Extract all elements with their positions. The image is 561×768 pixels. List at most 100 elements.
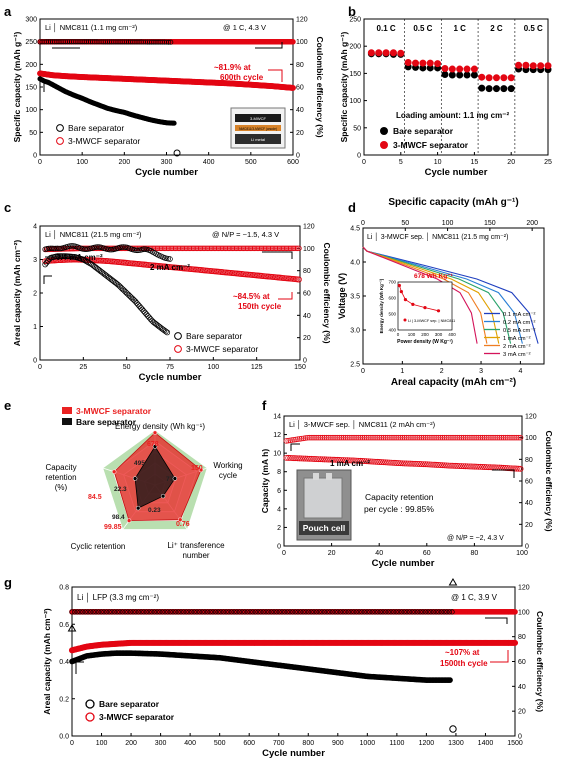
ce-point <box>308 434 314 441</box>
ce-point <box>289 245 295 252</box>
ce-point <box>394 434 400 441</box>
capacity-point <box>445 462 452 469</box>
ce-point <box>249 245 255 252</box>
ce-point <box>477 434 484 441</box>
radar-axis-label: Li⁺ transference <box>167 541 225 550</box>
radar-value: 98.4 <box>112 514 125 521</box>
ce-point <box>294 245 301 252</box>
ce-point <box>160 245 166 252</box>
legend-label: 3 mA cm⁻² <box>503 352 531 358</box>
ce-point <box>515 434 522 441</box>
legend-marker <box>174 332 182 340</box>
capacity-point <box>351 457 358 464</box>
radar-axis-label: Energy density (Wh kg⁻¹) <box>115 422 205 431</box>
capacity-point <box>478 73 486 81</box>
capacity-point <box>367 458 374 465</box>
condition: @ N/P = ~2, 4.3 V <box>447 535 504 542</box>
capacity-point <box>321 456 328 463</box>
rate-label: 1 mA cm⁻² <box>330 459 370 468</box>
ce-point <box>319 434 326 441</box>
y-tick-label: 0.6 <box>59 622 69 629</box>
x-tick-label: 300 <box>155 740 167 747</box>
capacity-point <box>86 260 93 266</box>
annotation: 150th cycle <box>238 302 282 311</box>
capacity-point <box>412 460 419 467</box>
y2-tick-label: 120 <box>296 17 308 24</box>
ce-point <box>235 245 241 252</box>
capacity-point <box>485 74 493 82</box>
rate-label: 0.5 C <box>413 24 432 33</box>
capacity-point <box>435 462 442 468</box>
capacity-point <box>419 59 427 67</box>
y2-tick-label: 40 <box>303 313 311 320</box>
capacity-point <box>511 465 518 472</box>
ce-point <box>156 245 162 252</box>
capacity-point <box>502 465 509 471</box>
capacity-point <box>382 459 389 466</box>
ce-point <box>285 437 292 444</box>
y-tick-label: 100 <box>25 107 37 114</box>
ce-point <box>260 245 266 252</box>
y2-tick-label: 80 <box>296 62 304 69</box>
capacity-point <box>433 461 440 468</box>
capacity-point <box>131 297 137 303</box>
capacity-point <box>450 462 457 469</box>
capacity-point <box>142 309 148 316</box>
capacity-point <box>83 258 90 265</box>
radar-point <box>111 469 117 474</box>
ce-point <box>290 39 296 45</box>
x-tick-label: 400 <box>184 740 196 747</box>
capacity-point <box>338 457 345 463</box>
ce-point <box>472 434 478 441</box>
ce-point <box>257 245 263 252</box>
capacity-point <box>348 457 355 464</box>
legend-label: 3-MWCF separator <box>393 140 469 150</box>
pouch-tab <box>313 473 319 480</box>
legend-label: 3-MWCF separator <box>99 712 175 722</box>
y-axis-label: Specific capacity (mAh g⁻¹) <box>12 31 22 142</box>
data-point <box>449 725 457 733</box>
ce-point <box>340 434 347 441</box>
ce-point <box>287 245 294 252</box>
ce-point <box>268 245 274 252</box>
ce-point <box>225 245 231 252</box>
ce-point <box>335 434 341 441</box>
inset-point <box>411 302 415 306</box>
capacity-point <box>42 261 49 268</box>
capacity-point <box>506 465 513 472</box>
chart-title: Li │ 3-MWCF sep. │ NMC811 (21.5 mg cm⁻²) <box>367 232 508 242</box>
capacity-point <box>171 120 177 126</box>
capacity-point <box>439 462 446 469</box>
ce-point <box>204 245 211 252</box>
ce-point <box>52 245 59 252</box>
inset-label: NMC811/3-MWCF (anode) <box>239 127 277 131</box>
inset-point <box>397 283 401 288</box>
x-axis-label: Cycle number <box>262 748 325 759</box>
capacity-point <box>513 465 520 472</box>
ce-point <box>54 245 61 252</box>
capacity-point <box>544 62 552 70</box>
ce-point <box>312 434 318 441</box>
capacity-point <box>441 70 449 78</box>
ce-point <box>253 245 259 252</box>
ce-point <box>171 245 177 252</box>
capacity-point <box>478 84 486 92</box>
annotation: per cycle : 99.85% <box>364 504 434 514</box>
inset-tick-label: 300 <box>435 332 443 337</box>
inset-frame <box>397 281 453 331</box>
capacity-point <box>329 456 336 463</box>
capacity-point <box>418 461 425 468</box>
legend-marker <box>85 712 95 722</box>
ce-point <box>458 434 465 441</box>
capacity-point <box>456 71 464 79</box>
panel-letter: b <box>348 4 356 19</box>
capacity-point <box>404 59 412 67</box>
annotation: ~107% at <box>445 648 480 657</box>
capacity-point <box>485 464 492 471</box>
x-tick-label: 100 <box>516 550 528 557</box>
ce-point <box>132 247 139 253</box>
y-tick-label: 250 <box>25 39 37 46</box>
ce-point <box>168 39 174 45</box>
ce-point <box>437 434 444 441</box>
inset-point <box>403 298 408 302</box>
